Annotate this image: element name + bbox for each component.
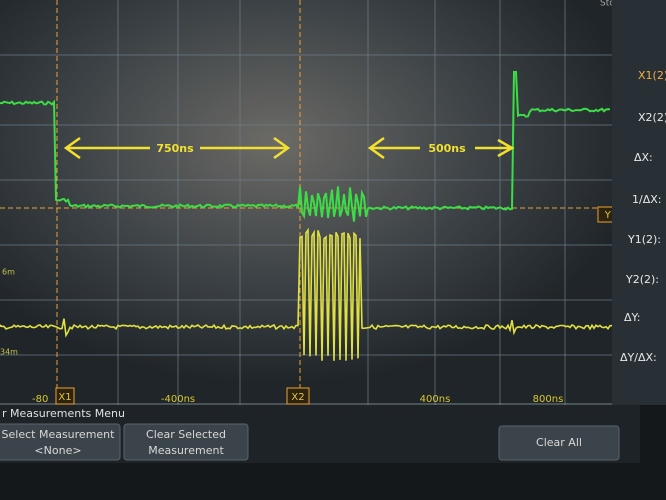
panel-label: 1/ΔX:	[632, 193, 661, 206]
x-label: -400ns	[161, 394, 195, 405]
cursor-label: Y1	[604, 210, 617, 221]
x-label: 800ns	[533, 394, 564, 405]
menu-title: r Measurements Menu	[2, 407, 125, 420]
menu-button[interactable]	[498, 425, 620, 461]
cursor-label: X1	[58, 392, 71, 403]
status: Stop	[600, 0, 621, 9]
arrows	[63, 136, 515, 160]
left-label: 6m	[2, 268, 15, 277]
panel-label: ΔX:	[634, 151, 653, 164]
cursor-label: X2	[291, 392, 304, 403]
button-label: Clear All	[536, 436, 582, 449]
panel-label: ΔY/ΔX:	[620, 351, 657, 364]
side-panel	[612, 0, 666, 405]
cursor-tag	[286, 387, 310, 405]
menu-button[interactable]	[123, 423, 249, 461]
panel-label: Y2(2):	[625, 273, 659, 286]
panel-label: Y1(2):	[627, 233, 661, 246]
traces	[0, 71, 612, 361]
button-label: Clear Selected	[146, 428, 226, 441]
annotation: 500ns	[428, 142, 466, 155]
x-label: 400ns	[420, 394, 451, 405]
button-label: Measurement	[148, 444, 224, 457]
button-label: Select Measurement	[2, 428, 116, 441]
panel-label: X2(2)	[638, 111, 666, 124]
trace	[0, 71, 610, 222]
annotation: 750ns	[156, 142, 194, 155]
left-label: 34m	[0, 348, 18, 357]
button-label: <None>	[34, 444, 81, 457]
menu-button[interactable]	[0, 423, 121, 461]
cursor-tag	[55, 387, 75, 405]
trace	[0, 227, 612, 361]
x-label: -80	[32, 394, 48, 405]
panel-label: ΔY:	[624, 311, 641, 324]
panel-label: X1(2)	[638, 69, 666, 82]
